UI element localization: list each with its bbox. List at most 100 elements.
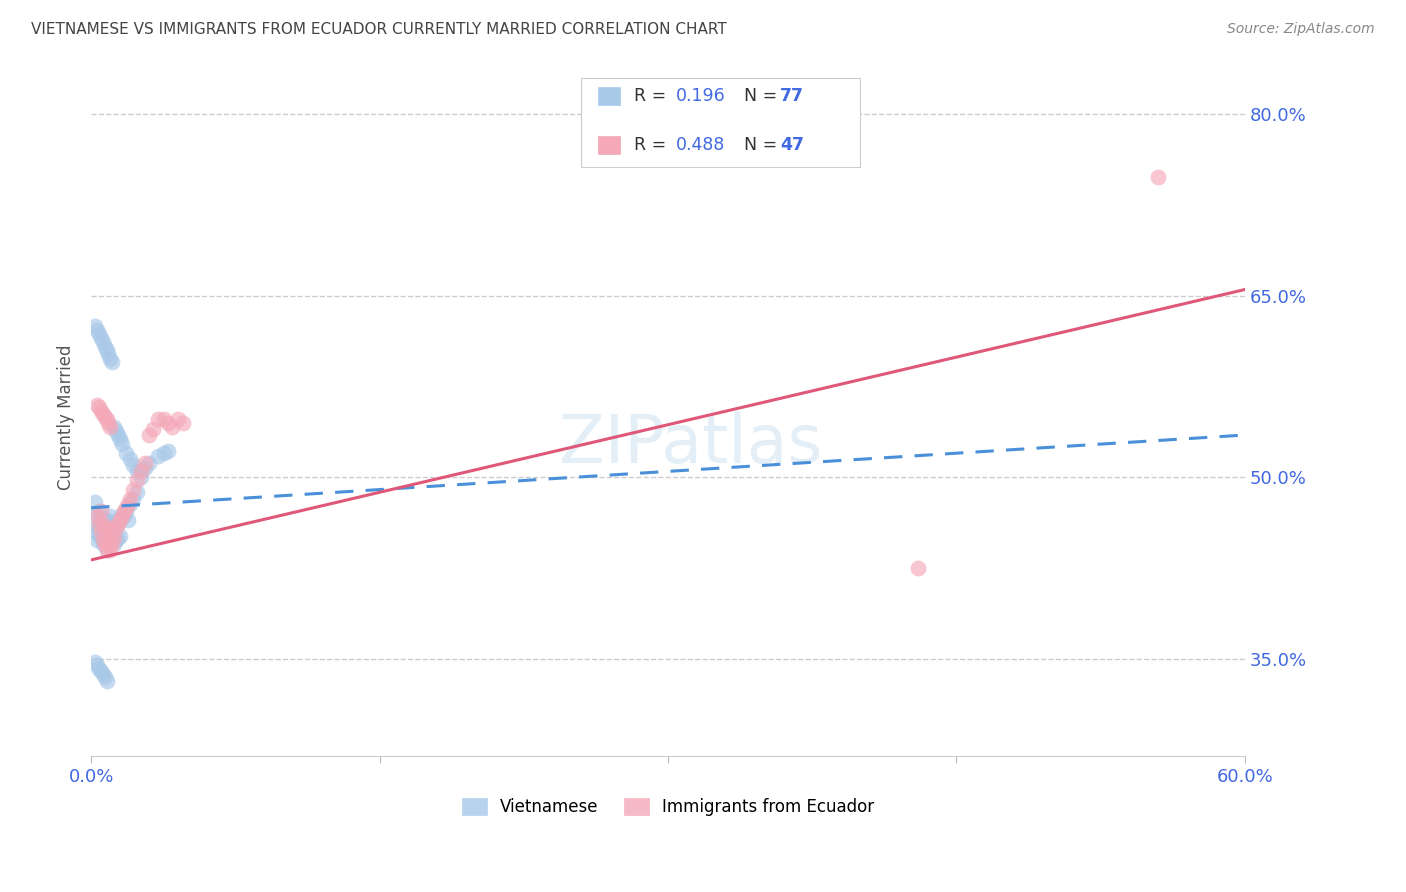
Point xyxy=(87,513,110,527)
Point xyxy=(96,543,118,558)
Point xyxy=(91,516,114,531)
Point xyxy=(100,521,122,535)
Text: 0.196: 0.196 xyxy=(676,87,725,105)
Point xyxy=(108,432,131,446)
Point xyxy=(127,464,149,478)
Point xyxy=(122,458,145,473)
Point xyxy=(172,416,194,430)
Point xyxy=(112,509,135,524)
Point xyxy=(87,521,110,535)
Point xyxy=(93,670,115,684)
Point xyxy=(87,400,110,414)
Text: N =: N = xyxy=(733,87,782,105)
Point xyxy=(90,665,112,679)
Point xyxy=(93,340,115,354)
Point xyxy=(108,513,131,527)
Point xyxy=(86,533,108,548)
Point xyxy=(100,419,122,434)
Point xyxy=(114,500,136,515)
Point xyxy=(97,416,120,430)
Point xyxy=(91,334,114,349)
Point xyxy=(148,412,170,426)
Point xyxy=(84,318,107,333)
Point xyxy=(100,533,122,548)
Point xyxy=(105,533,128,548)
Text: ZIPatlas: ZIPatlas xyxy=(560,411,823,477)
Point xyxy=(142,422,165,436)
Point xyxy=(153,412,176,426)
Text: R =: R = xyxy=(634,87,672,105)
Point xyxy=(86,322,108,336)
Point xyxy=(112,504,135,518)
Point xyxy=(100,351,122,366)
Point xyxy=(96,343,118,358)
Point xyxy=(84,655,107,669)
Text: Source: ZipAtlas.com: Source: ZipAtlas.com xyxy=(1227,22,1375,37)
Point xyxy=(97,537,120,551)
Point xyxy=(96,412,118,426)
Point xyxy=(105,425,128,439)
Point xyxy=(91,524,114,539)
Point xyxy=(127,485,149,500)
Point xyxy=(93,524,115,539)
Point xyxy=(117,497,139,511)
Point xyxy=(138,456,160,470)
Point xyxy=(111,507,134,521)
Text: R =: R = xyxy=(634,136,672,154)
Point xyxy=(93,537,115,551)
Point xyxy=(114,446,136,460)
Point xyxy=(97,524,120,539)
Point xyxy=(96,528,118,542)
Point xyxy=(105,516,128,531)
Point xyxy=(96,516,118,531)
Point xyxy=(90,331,112,345)
Point xyxy=(107,516,129,531)
Point xyxy=(129,464,152,478)
Point xyxy=(84,507,107,521)
Point xyxy=(117,513,139,527)
Point xyxy=(93,513,115,527)
Point xyxy=(87,516,110,531)
Point xyxy=(87,504,110,518)
Point xyxy=(84,494,107,508)
Point xyxy=(127,473,149,487)
Point xyxy=(103,521,125,535)
Point xyxy=(138,428,160,442)
Point xyxy=(90,521,112,535)
Text: 77: 77 xyxy=(780,87,804,105)
Point xyxy=(100,528,122,542)
Point xyxy=(907,561,929,575)
Text: N =: N = xyxy=(733,136,782,154)
Point xyxy=(166,412,188,426)
Point xyxy=(107,428,129,442)
Point xyxy=(91,537,114,551)
Point xyxy=(93,409,115,424)
Point xyxy=(103,419,125,434)
Point xyxy=(118,492,141,507)
Legend: Vietnamese, Immigrants from Ecuador: Vietnamese, Immigrants from Ecuador xyxy=(456,791,880,822)
Point xyxy=(86,509,108,524)
Point xyxy=(101,537,124,551)
Point xyxy=(91,666,114,681)
Point xyxy=(93,533,115,548)
Point xyxy=(129,470,152,484)
Point xyxy=(97,513,120,527)
Point xyxy=(101,516,124,531)
Point xyxy=(90,531,112,545)
Point xyxy=(114,504,136,518)
Point xyxy=(100,543,122,558)
Point xyxy=(129,464,152,478)
Point xyxy=(134,456,156,470)
Point xyxy=(97,347,120,361)
Point xyxy=(100,509,122,524)
Point xyxy=(97,521,120,535)
Text: 47: 47 xyxy=(780,136,804,154)
Point xyxy=(86,658,108,673)
Point xyxy=(160,419,183,434)
Point xyxy=(87,528,110,542)
Point xyxy=(86,524,108,539)
Point xyxy=(86,398,108,412)
Point xyxy=(122,492,145,507)
Point xyxy=(103,531,125,545)
Point xyxy=(87,662,110,676)
